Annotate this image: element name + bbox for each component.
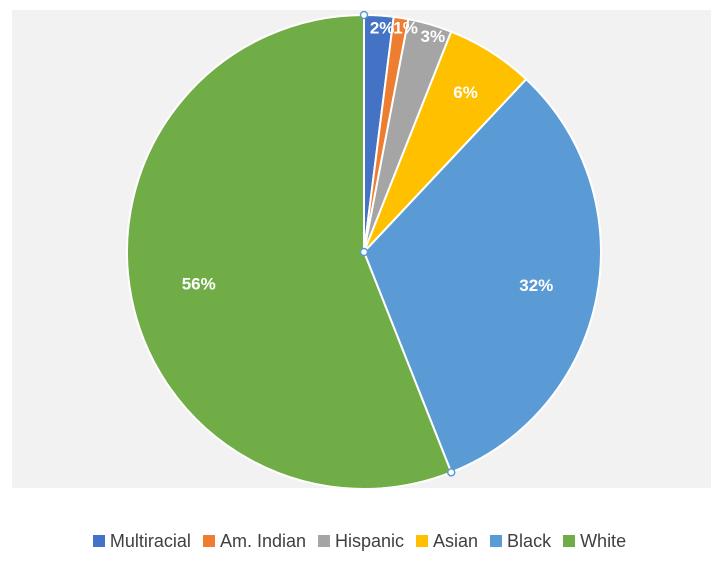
legend-label: Multiracial <box>109 530 191 551</box>
legend-swatch <box>563 535 576 547</box>
selection-handles <box>359 10 456 477</box>
legend-swatch <box>317 535 330 547</box>
pie-slices <box>126 13 602 490</box>
legend-label: White <box>580 530 627 551</box>
slice-labels: 2%1% 3% 6% 32% 56% <box>182 18 554 295</box>
data-label-asian: 6% <box>453 83 478 102</box>
legend-swatch <box>490 535 503 547</box>
legend-item-asian: Asian <box>416 531 478 552</box>
legend-swatch <box>202 535 215 547</box>
legend-item-white: White <box>563 531 626 552</box>
data-label-multiracial: 2% <box>370 18 395 37</box>
legend-label: Black <box>507 530 552 551</box>
legend-label: Am. Indian <box>219 530 306 551</box>
legend-item-black: Black <box>490 531 551 552</box>
legend-swatch <box>92 535 105 547</box>
selection-handle[interactable] <box>359 247 369 257</box>
legend-item-hispanic: Hispanic <box>317 530 405 552</box>
legend-item-am-indian: Am. Indian <box>202 530 306 552</box>
selection-handle[interactable] <box>446 468 456 477</box>
legend-swatch <box>416 535 429 547</box>
data-label-black: 32% <box>519 276 553 295</box>
legend-label: Asian <box>433 530 479 551</box>
data-label-hispanic: 3% <box>421 27 446 46</box>
legend: Multiracial Am. Indian Hispanic Asian Black W… <box>0 526 719 556</box>
selection-handle[interactable] <box>359 10 369 20</box>
pie-slice-white <box>126 13 453 490</box>
legend-label: Hispanic <box>334 530 405 551</box>
data-label-white: 56% <box>182 275 216 294</box>
pie-slice-black <box>362 77 602 474</box>
legend-item-multiracial: Multiracial <box>92 530 191 552</box>
data-label-am-indian: 1% <box>393 18 418 37</box>
